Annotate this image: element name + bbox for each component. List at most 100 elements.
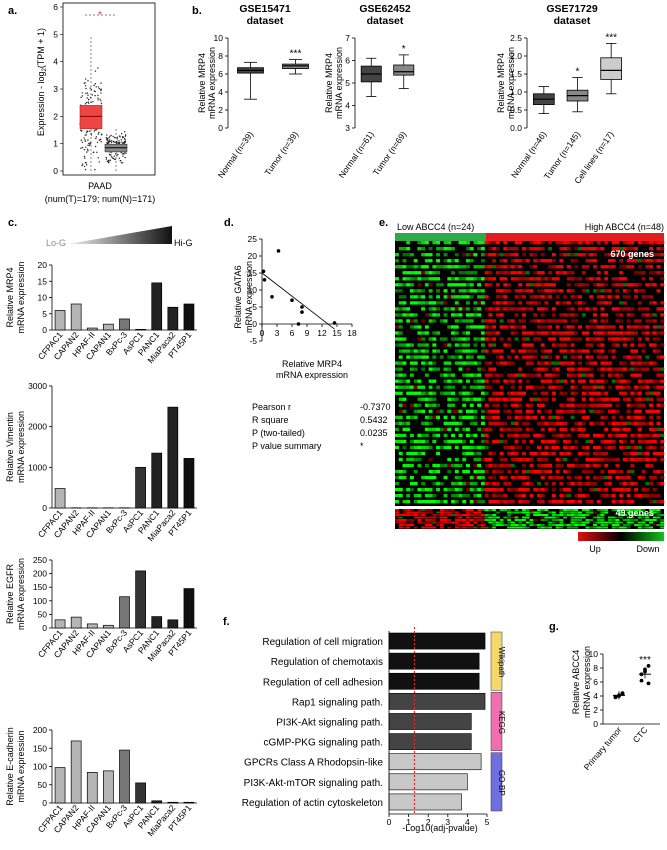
panel-e-cell <box>451 433 455 438</box>
panel-e-cell <box>480 415 485 419</box>
panel-e-cell <box>514 307 519 311</box>
panel-e-cell <box>413 271 418 275</box>
panel-e-cell <box>462 373 467 377</box>
panel-c-ytick-label: 1000 <box>28 462 47 472</box>
panel-e-cell <box>402 277 407 281</box>
panel-e-cell <box>413 289 418 293</box>
panel-e-cell <box>465 469 470 474</box>
panel-e-cell <box>451 271 455 275</box>
panel-c-ylabel2: mRNA expression <box>16 558 26 630</box>
panel-a-dot-normal <box>123 153 125 155</box>
panel-e-cell <box>480 289 485 293</box>
panel-e-cell <box>451 295 455 299</box>
panel-e-cell <box>395 481 399 486</box>
panel-a-dot-normal <box>120 132 123 135</box>
panel-e-cell <box>540 295 545 299</box>
panel-e-cell <box>551 289 556 293</box>
panel-e-cell <box>518 445 523 450</box>
panel-e-cell <box>518 367 523 371</box>
panel-e-cell <box>477 451 482 456</box>
panel-e-cell <box>465 481 470 486</box>
panel-g-ytick-label: 2 <box>593 705 598 715</box>
panel-e-cell <box>484 373 489 377</box>
panel-e-cell <box>574 319 579 323</box>
panel-e-cell <box>630 514 635 516</box>
panel-e-cell <box>578 367 583 371</box>
panel-e-cell <box>398 379 403 383</box>
panel-e-cell <box>395 325 399 329</box>
panel-e-cell <box>630 433 635 438</box>
panel-e-cell <box>593 379 597 383</box>
panel-e-cell <box>465 241 470 245</box>
panel-e-cell <box>656 325 661 329</box>
panel-e-cell <box>649 397 653 401</box>
panel-e-cell <box>473 499 478 504</box>
panel-e-cell <box>488 526 493 529</box>
panel-b-ytick-label: 4 <box>345 101 350 111</box>
panel-e-cell <box>637 445 642 450</box>
panel-e-cell <box>600 343 605 347</box>
panel-e-cell <box>533 487 538 492</box>
panel-e-cell <box>656 514 661 516</box>
panel-e-cell <box>585 415 590 419</box>
panel-e-cell <box>402 514 407 516</box>
panel-e-cell <box>656 289 661 293</box>
panel-e-cell <box>634 319 639 323</box>
panel-e-cell <box>398 247 403 251</box>
panel-e-cell <box>424 283 429 287</box>
panel-e-cell <box>398 397 403 401</box>
panel-e-cell <box>645 487 650 492</box>
panel-e-cell <box>480 295 485 299</box>
panel-e-cell <box>451 463 455 468</box>
panel-e-low-bar <box>395 233 486 241</box>
panel-e-cell <box>492 253 497 257</box>
panel-e-cell <box>578 427 583 432</box>
panel-e-cell <box>578 514 583 516</box>
panel-e-cell <box>510 385 515 389</box>
panel-e-cell <box>402 373 407 377</box>
panel-e-cell <box>522 499 526 504</box>
panel-a-ytick-label: 3 <box>53 84 58 94</box>
panel-e-cell <box>499 493 504 498</box>
panel-e-cell <box>596 337 601 341</box>
panel-e-cell <box>499 259 504 263</box>
panel-e-cell <box>649 421 653 425</box>
panel-e-cell <box>492 421 497 425</box>
panel-e-cell <box>551 307 556 311</box>
panel-e-cell <box>555 433 560 438</box>
panel-f-category-label: Wikipath <box>497 647 506 678</box>
panel-e-cell <box>593 524 597 526</box>
panel-b-ylabel2: mRNA expression <box>334 47 344 119</box>
panel-e-cell <box>611 349 616 353</box>
panel-e-cell <box>593 319 597 323</box>
panel-e-cell <box>488 397 493 401</box>
panel-e-cell <box>615 373 620 377</box>
panel-d-point <box>300 305 304 309</box>
panel-e-cell <box>529 277 534 281</box>
panel-e-cell <box>533 283 538 287</box>
panel-e-cell <box>522 433 526 438</box>
panel-e-cell <box>578 253 583 257</box>
panel-e-cell <box>424 259 429 263</box>
panel-e-cell <box>462 427 467 432</box>
panel-e-cell <box>514 277 519 281</box>
panel-e-cell <box>522 325 526 329</box>
panel-e-cell <box>443 241 448 245</box>
panel-e-cell <box>454 277 459 281</box>
panel-b-ytick-label: 1.5 <box>510 69 522 79</box>
panel-e-cell <box>421 439 426 444</box>
panel-e-cell <box>634 481 639 486</box>
panel-a-dot-tumor <box>97 86 100 88</box>
panel-e-cell <box>484 469 489 474</box>
panel-e-cell <box>514 439 519 444</box>
panel-e-cell <box>637 271 642 275</box>
panel-e-cell <box>518 373 523 377</box>
panel-e-cell <box>395 307 399 311</box>
panel-e-cell <box>585 521 590 524</box>
panel-e-cell <box>660 475 665 480</box>
panel-e-cell <box>473 241 478 245</box>
panel-e-cell <box>600 319 605 323</box>
panel-e-cell <box>645 259 650 263</box>
panel-c-bar <box>183 458 195 509</box>
panel-e-cell <box>477 526 482 529</box>
